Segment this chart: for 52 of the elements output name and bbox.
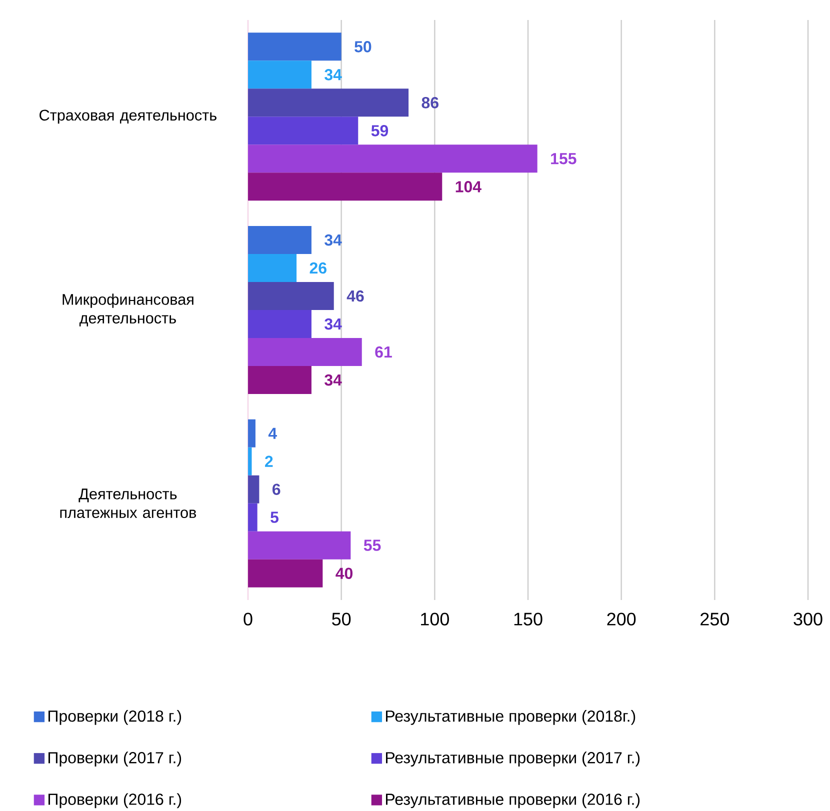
bar: [248, 503, 258, 532]
data-label: 55: [364, 540, 381, 551]
data-label: 59: [371, 125, 388, 136]
y-tick-label: Страховая деятельность: [40, 110, 216, 124]
data-label: 34: [324, 374, 342, 386]
bar: [248, 116, 358, 145]
x-tick-label: 0: [244, 612, 252, 626]
data-label: 34: [324, 69, 342, 80]
data-label: 5: [270, 512, 278, 523]
x-tick-label: 200: [607, 612, 636, 626]
bar: [248, 226, 312, 254]
data-label: 2: [265, 456, 273, 467]
bar: [248, 282, 334, 310]
bar: [248, 475, 260, 504]
bar: [248, 366, 312, 394]
x-tick-label: 300: [794, 612, 822, 626]
x-tick-label: 50: [332, 612, 351, 626]
bar: [248, 144, 538, 173]
bar: [248, 338, 362, 366]
data-label: 61: [375, 346, 392, 358]
data-label: 26: [310, 262, 326, 274]
bar: [248, 60, 312, 89]
data-label: 155: [551, 153, 576, 164]
x-tick-label: 100: [421, 612, 449, 626]
data-label: 86: [422, 97, 438, 108]
x-tick-label: 250: [700, 612, 729, 626]
legend-label: Проверки (2018 г.): [48, 710, 182, 725]
bar: [248, 88, 409, 117]
data-label: 104: [456, 181, 482, 192]
bar: [248, 254, 297, 282]
bar: [248, 447, 252, 476]
bar: [248, 310, 312, 338]
legend-label: Результативные проверки (2016 г.): [386, 793, 640, 808]
x-tick-label: 150: [514, 612, 542, 626]
data-label: 34: [324, 234, 342, 246]
bar: [248, 172, 442, 201]
bar: [248, 531, 351, 560]
bar: [248, 419, 256, 448]
legend-label: Результативные проверки (2017 г.): [386, 752, 640, 767]
y-tick-label: Деятельность платежных агентов: [60, 488, 196, 518]
bar: [248, 32, 342, 61]
data-label: 6: [272, 484, 280, 496]
data-label: 4: [268, 428, 277, 439]
legend-label: Результативные проверки (2018г.): [386, 710, 636, 725]
legend-label: Проверки (2016 г.): [48, 793, 182, 808]
data-label: 46: [346, 290, 364, 302]
data-label: 50: [354, 41, 372, 52]
y-tick-label: Микрофинансовая деятельность: [62, 294, 194, 326]
bar: [248, 559, 323, 588]
data-label: 40: [336, 568, 353, 580]
legend-label: Проверки (2017 г.): [48, 752, 182, 767]
data-label: 34: [324, 318, 342, 330]
